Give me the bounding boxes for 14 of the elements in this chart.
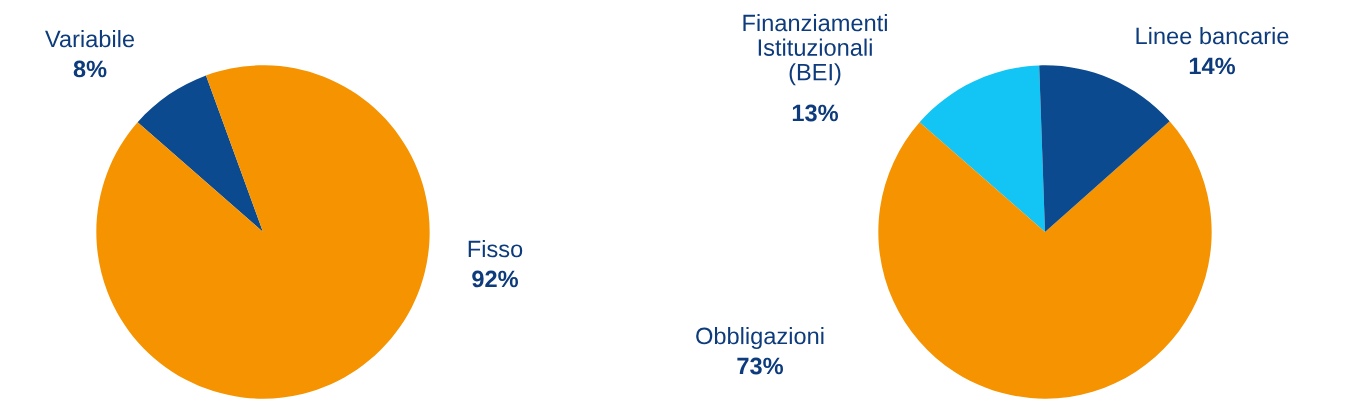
slice-label: Linee bancarie bbox=[1136, 27, 1289, 45]
pie-slice bbox=[919, 65, 1045, 232]
data-label: 92% bbox=[472, 270, 519, 288]
data-label: 13% bbox=[792, 104, 839, 122]
pie-slice bbox=[878, 121, 1212, 399]
data-label: 73% bbox=[737, 357, 784, 375]
pie-slice bbox=[1039, 65, 1170, 232]
slice-label: Fisso bbox=[468, 240, 523, 258]
data-label: 8% bbox=[73, 60, 107, 78]
data-label: 14% bbox=[1189, 57, 1236, 75]
slice-label: Obbligazioni bbox=[696, 327, 824, 350]
pie-slice bbox=[137, 75, 263, 232]
slice-label: Finanziamenti Istituzionali (BEI) bbox=[743, 14, 887, 86]
slice-label: Variabile bbox=[45, 30, 135, 48]
